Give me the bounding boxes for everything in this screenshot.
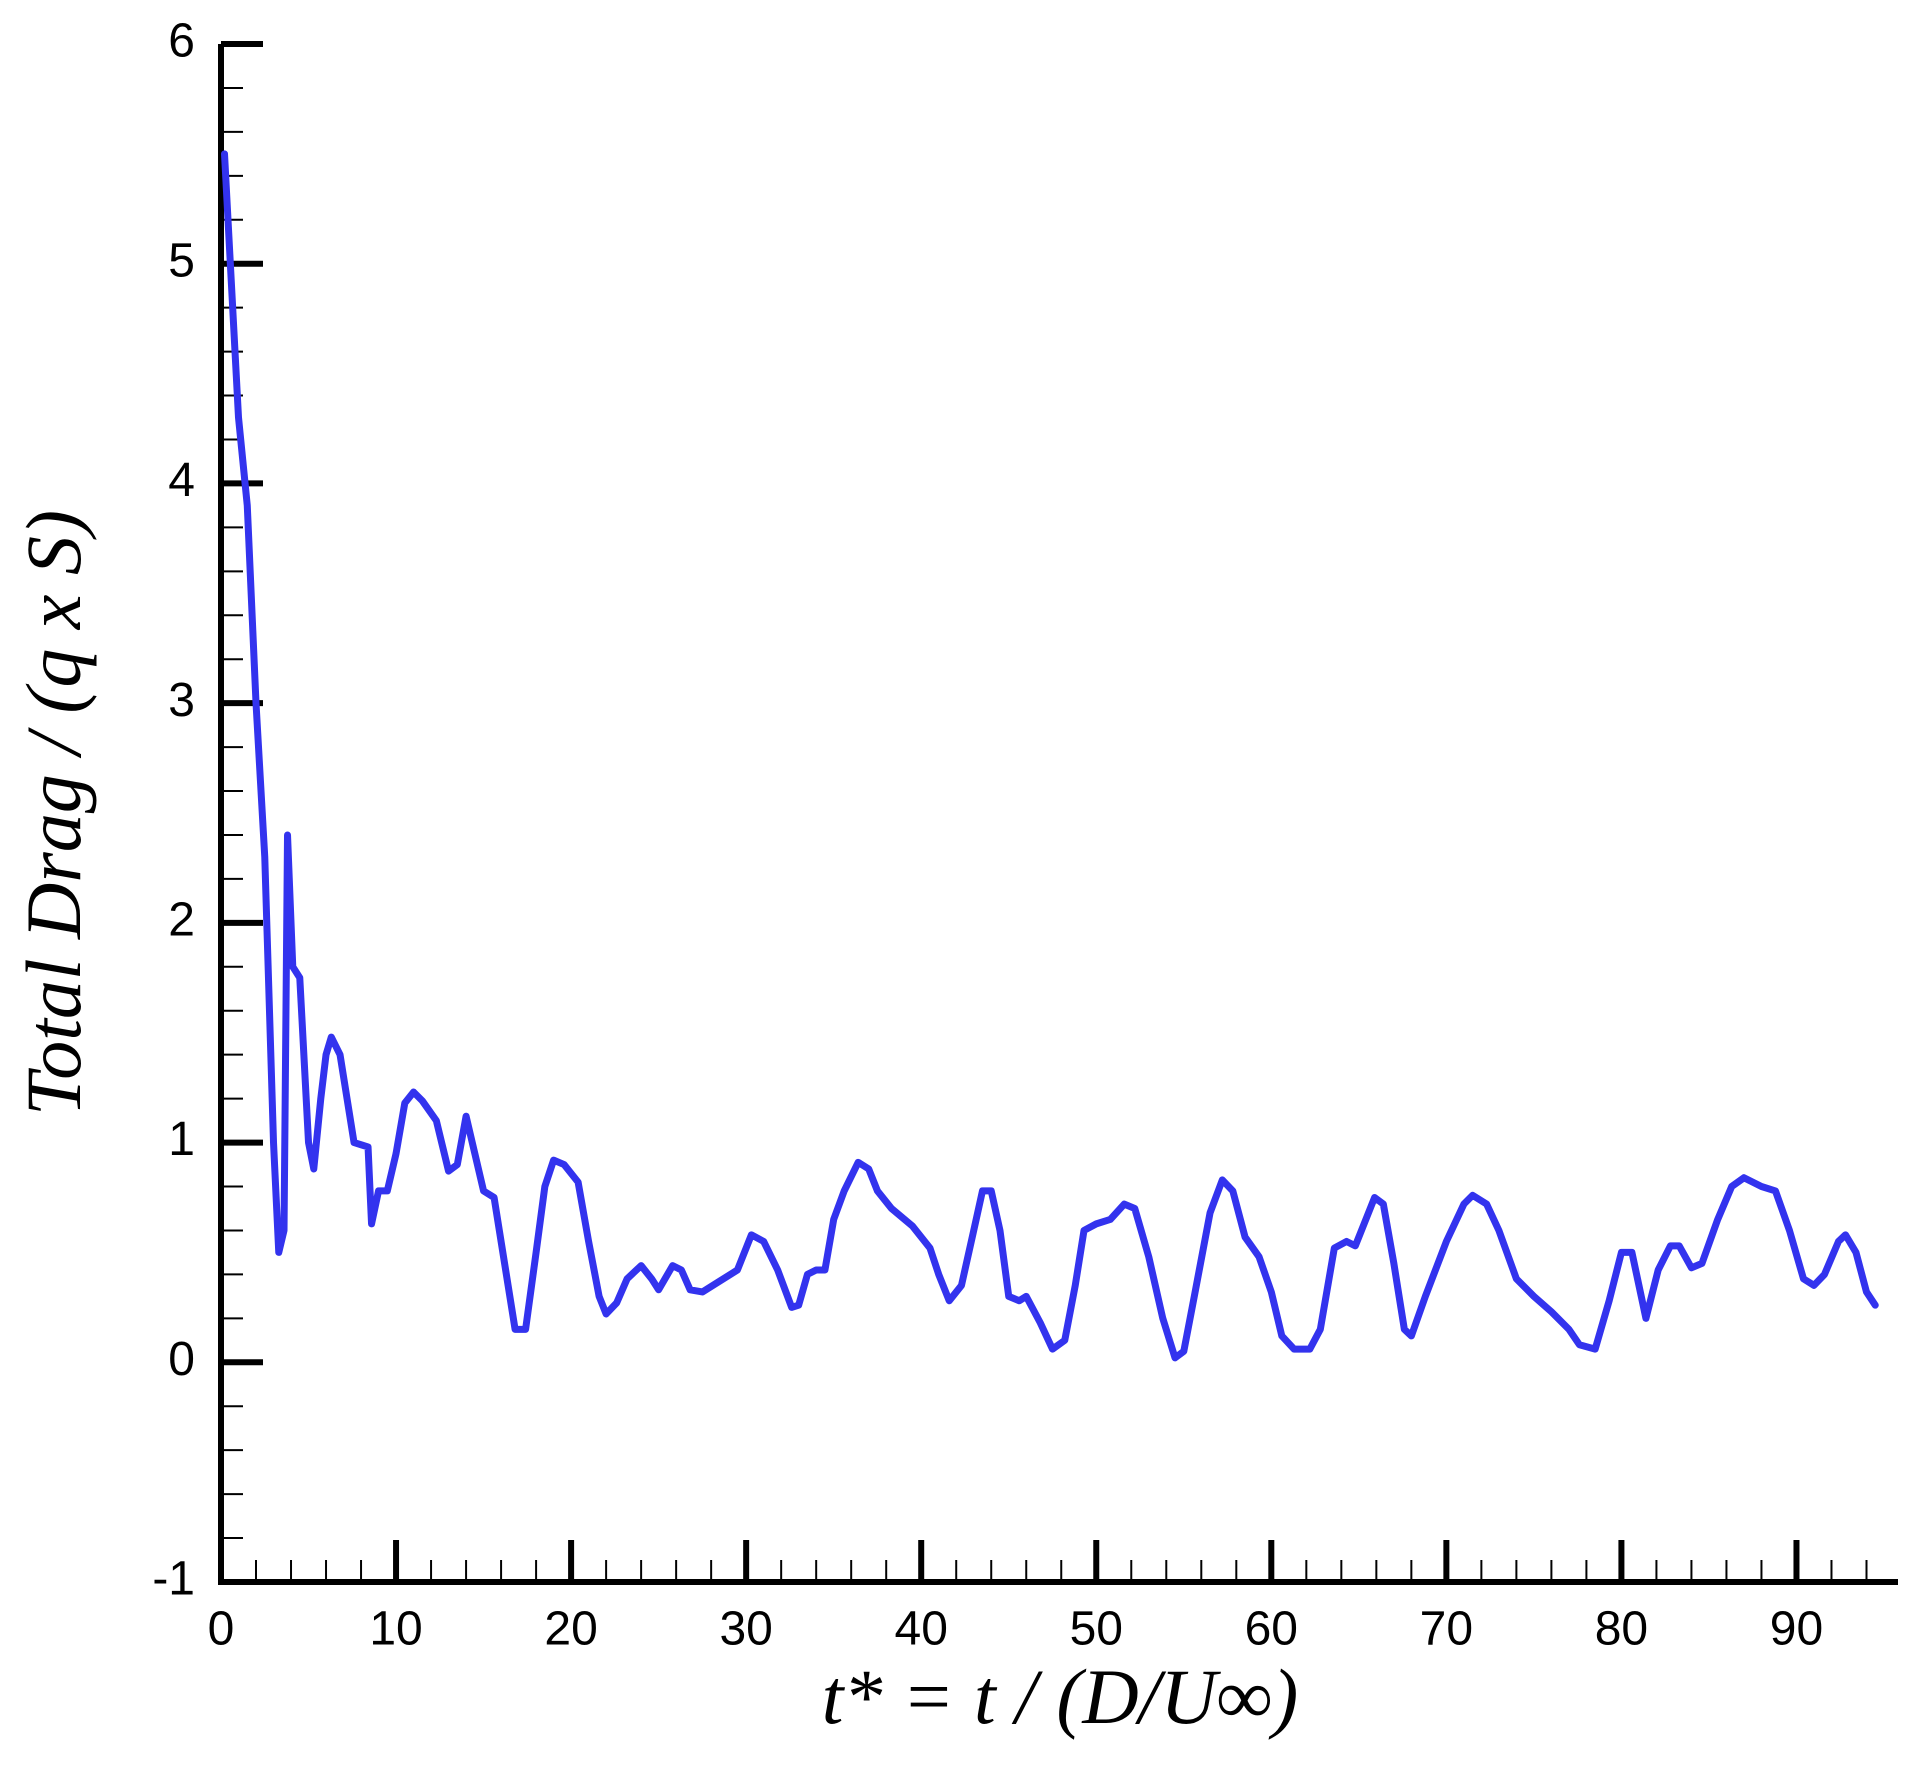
- y-tick-label: 1: [168, 1113, 195, 1166]
- y-tick-label: 2: [168, 894, 195, 947]
- x-tick-label: 80: [1595, 1603, 1648, 1656]
- y-tick-label: -1: [152, 1553, 195, 1606]
- x-tick-label: 40: [895, 1603, 948, 1656]
- x-tick-label: 0: [208, 1603, 235, 1656]
- y-tick-label: 3: [168, 674, 195, 727]
- x-tick-label: 30: [719, 1603, 772, 1656]
- x-tick-label: 20: [544, 1603, 597, 1656]
- y-tick-label: 5: [168, 234, 195, 287]
- y-tick-label: 0: [168, 1333, 195, 1386]
- x-tick-label: 60: [1245, 1603, 1298, 1656]
- data-line: [221, 150, 1879, 1362]
- y-tick-label: 4: [168, 454, 195, 507]
- y-tick-label: 6: [168, 15, 195, 68]
- x-tick-label: 90: [1770, 1603, 1823, 1656]
- x-tick-label: 10: [369, 1603, 422, 1656]
- x-tick-label: 70: [1420, 1603, 1473, 1656]
- x-tick-label: 50: [1070, 1603, 1123, 1656]
- x-axis-title: t* = t / (D/U∞): [822, 1653, 1299, 1740]
- y-axis-title: Total Drag / (q x S): [10, 510, 97, 1116]
